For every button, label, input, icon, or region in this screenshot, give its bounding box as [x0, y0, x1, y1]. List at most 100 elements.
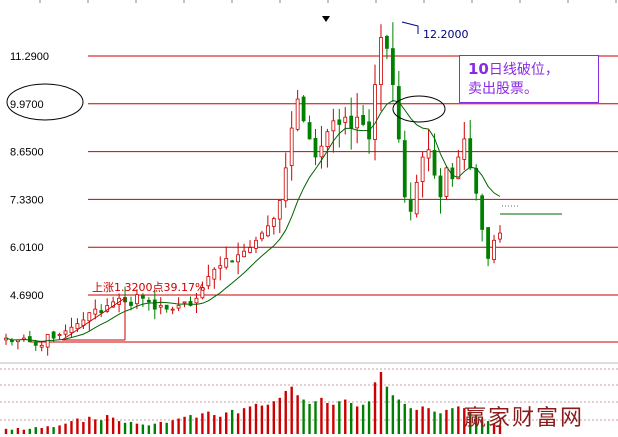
candle: [283, 152, 288, 208]
volume-bar: [4, 428, 8, 434]
candle: [218, 256, 223, 281]
volume-bar: [463, 408, 466, 434]
volume-bar: [320, 397, 323, 434]
volume-bar: [254, 403, 258, 434]
candle: [402, 130, 407, 203]
volume-bar: [474, 415, 478, 434]
volume-bar: [129, 421, 133, 434]
candle: [188, 296, 193, 307]
candle: [236, 242, 241, 275]
volume-bar: [100, 420, 103, 434]
volume-bar: [58, 425, 61, 434]
volume-bar: [445, 409, 448, 434]
y-tick-label: 11.2900: [10, 51, 49, 63]
candle: [164, 304, 169, 313]
callout-number: 10: [468, 60, 489, 78]
candle: [230, 259, 235, 263]
y-tick-label: 7.3300: [10, 194, 44, 206]
volume-bar: [433, 411, 436, 434]
candle: [135, 289, 139, 309]
volume-bar: [498, 425, 502, 434]
volume-bar: [302, 399, 305, 434]
volume-bar: [409, 408, 412, 434]
volume-bar: [76, 418, 79, 434]
watermark-logo: 赢家财富网: [464, 406, 585, 431]
volume-bar: [94, 419, 97, 434]
candle: [158, 297, 163, 315]
volume-bar: [242, 408, 246, 434]
volume-bar: [195, 417, 198, 434]
candle: [93, 299, 98, 320]
volume-bar: [290, 386, 293, 434]
volume-bar: [22, 429, 26, 434]
candle: [194, 292, 199, 314]
callout-text-1: 日线破位，: [488, 62, 559, 78]
volume-bar: [52, 427, 55, 434]
volume-bar: [415, 409, 418, 434]
candle: [486, 227, 490, 267]
volume-bar: [350, 403, 353, 434]
ma10-line: [5, 99, 501, 343]
volume-bar: [46, 426, 49, 434]
candle: [248, 240, 252, 254]
volume-bar: [159, 421, 162, 434]
highlight-ellipse-left: [6, 83, 84, 121]
candle: [16, 339, 20, 350]
volume-bar: [296, 395, 299, 434]
volume-bar: [82, 421, 85, 434]
volume-bar: [332, 404, 335, 434]
volume-bar: [225, 412, 228, 434]
peak-label: 12.2000: [423, 28, 469, 41]
volume-bar: [361, 404, 365, 434]
candle: [170, 306, 175, 315]
highlight-ellipse-break: [392, 95, 446, 123]
candle: [331, 108, 336, 153]
peak-leader-line: [401, 21, 419, 34]
volume-bar: [248, 406, 252, 434]
volume-bar: [34, 427, 37, 434]
volume-bar: [284, 390, 287, 434]
volume-bar: [165, 422, 168, 434]
volume-bar: [403, 403, 406, 434]
candle: [21, 334, 26, 342]
y-tick-label: 6.0100: [10, 242, 44, 254]
volume-bar: [141, 424, 145, 434]
volume-bar: [213, 415, 216, 434]
volume-bar: [177, 418, 180, 434]
candle: [63, 324, 68, 337]
rise-label: 上涨1.3200点39.17%: [92, 281, 205, 294]
candle: [396, 71, 401, 143]
volume-bar: [123, 422, 127, 434]
candle: [390, 22, 395, 103]
candle: [498, 225, 502, 243]
candle: [307, 115, 312, 140]
volume-bar: [117, 421, 121, 434]
candle: [349, 97, 354, 150]
candle: [325, 128, 330, 168]
volume-bar: [379, 372, 383, 434]
candle: [420, 152, 425, 198]
candle: [254, 236, 258, 253]
volume-bar: [153, 423, 156, 434]
volume-bar: [338, 401, 341, 434]
candle: [313, 128, 318, 166]
candle: [265, 215, 270, 238]
y-tick-label: 9.9700: [10, 99, 44, 111]
volume-bar: [70, 421, 73, 434]
candle: [355, 93, 360, 144]
volume-bar: [10, 429, 14, 434]
candle: [4, 333, 8, 345]
volume-bar: [492, 423, 496, 434]
candle: [456, 149, 461, 180]
volume-bar: [421, 406, 424, 434]
candle: [414, 174, 419, 218]
candle: [301, 95, 306, 123]
break-callout: 10日线破位， 卖出股票。: [459, 55, 599, 103]
volume-bar: [219, 416, 222, 434]
volume-bar: [397, 399, 401, 434]
volume-bar: [201, 413, 204, 434]
volume-bar: [230, 409, 234, 434]
candle: [343, 107, 348, 135]
candle: [39, 340, 44, 352]
